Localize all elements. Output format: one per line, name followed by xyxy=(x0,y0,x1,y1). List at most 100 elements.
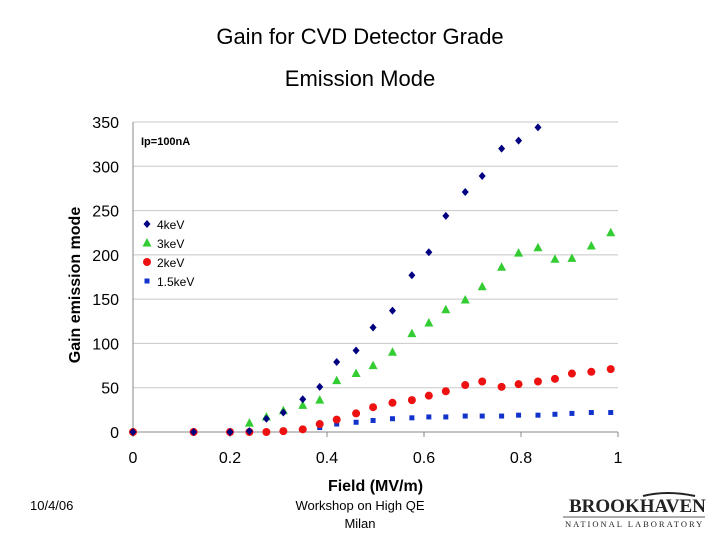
point-2kev xyxy=(279,427,288,436)
point-4kev xyxy=(425,248,433,257)
point-2kev xyxy=(514,380,523,389)
legend-label-3kev: 3keV xyxy=(157,237,184,251)
x-tick-label: 1 xyxy=(614,450,623,467)
legend-label-2kev: 2keV xyxy=(157,256,184,270)
point-2kev xyxy=(441,387,450,396)
point-4kev xyxy=(369,323,377,332)
y-tick-label: 50 xyxy=(101,381,119,398)
x-tick-label: 0 xyxy=(129,450,138,467)
point-1-5kev xyxy=(443,414,449,420)
point-4kev xyxy=(478,172,486,181)
chart-annotation: Ip=100nA xyxy=(141,136,190,148)
point-3kev xyxy=(514,248,524,257)
logo-main-text: BROOKHAVEN xyxy=(569,496,706,517)
legend-marker-4kev xyxy=(143,220,151,228)
slide-subtitle: Emission Mode xyxy=(284,66,436,91)
footer-venue-line2: Milan xyxy=(344,516,376,531)
point-3kev xyxy=(407,328,417,338)
x-tick-label: 0.4 xyxy=(316,450,338,467)
point-2kev xyxy=(478,377,487,386)
point-3kev xyxy=(332,375,342,385)
y-tick-label: 250 xyxy=(92,204,119,221)
y-tick-label: 300 xyxy=(92,159,119,176)
point-4kev xyxy=(515,136,523,145)
point-4kev xyxy=(333,358,341,367)
point-3kev xyxy=(533,242,543,252)
point-4kev xyxy=(534,123,542,132)
point-2kev xyxy=(533,377,542,386)
logo-arc-icon xyxy=(642,492,696,497)
x-axis-title: Field (MV/m) xyxy=(328,478,423,495)
point-2kev xyxy=(550,374,559,383)
point-1-5kev xyxy=(608,410,614,416)
point-4kev xyxy=(190,428,198,436)
point-4kev xyxy=(129,428,137,436)
point-2kev xyxy=(332,415,341,424)
point-1-5kev xyxy=(569,410,575,416)
point-2kev xyxy=(262,428,271,436)
point-3kev xyxy=(586,241,596,250)
point-3kev xyxy=(298,400,308,409)
x-tick-label: 0.8 xyxy=(510,450,532,467)
point-3kev xyxy=(351,368,361,378)
point-4kev xyxy=(226,428,234,436)
point-3kev xyxy=(497,262,507,271)
y-axis-title: Gain emission mode xyxy=(67,207,84,364)
point-1-5kev xyxy=(588,410,594,416)
legend-label-4kev: 4keV xyxy=(157,218,184,232)
point-2kev xyxy=(315,420,324,429)
footer-venue-line1: Workshop on High QE xyxy=(295,498,425,513)
point-4kev xyxy=(352,346,360,355)
brookhaven-logo: BROOKHAVEN NATIONAL LABORATORY xyxy=(563,492,706,529)
legend-marker-3kev xyxy=(142,238,152,247)
point-1-5kev xyxy=(516,412,522,418)
point-2kev xyxy=(497,382,506,391)
point-1-5kev xyxy=(535,412,541,418)
point-1-5kev xyxy=(409,415,415,421)
point-1-5kev xyxy=(499,413,505,419)
point-3kev xyxy=(368,360,378,370)
point-4kev xyxy=(316,382,324,391)
point-1-5kev xyxy=(479,413,485,419)
logo-sub-text: NATIONAL LABORATORY xyxy=(565,519,704,529)
point-4kev xyxy=(299,395,307,404)
point-3kev xyxy=(550,254,560,263)
point-1-5kev xyxy=(389,416,395,422)
point-1-5kev xyxy=(334,421,340,427)
point-3kev xyxy=(244,418,254,427)
point-4kev xyxy=(461,187,469,196)
point-2kev xyxy=(461,381,470,390)
slide-title: Gain for CVD Detector Grade xyxy=(216,24,504,49)
point-2kev xyxy=(407,396,416,405)
y-tick-label: 0 xyxy=(110,425,119,442)
point-4kev xyxy=(245,427,253,436)
point-3kev xyxy=(441,304,451,314)
point-3kev xyxy=(424,318,434,327)
point-3kev xyxy=(315,395,325,404)
point-3kev xyxy=(477,281,487,291)
point-2kev xyxy=(567,369,576,378)
point-1-5kev xyxy=(353,419,359,425)
y-tick-label: 100 xyxy=(92,336,119,353)
point-1-5kev xyxy=(426,414,432,420)
point-2kev xyxy=(587,367,596,376)
point-3kev xyxy=(606,227,616,237)
point-2kev xyxy=(606,365,615,374)
y-tick-label: 350 xyxy=(92,115,119,132)
point-4kev xyxy=(442,211,450,220)
point-2kev xyxy=(352,409,361,418)
legend-marker-1-5kev xyxy=(144,278,150,284)
point-4kev xyxy=(408,271,416,280)
point-4kev xyxy=(262,414,270,423)
point-1-5kev xyxy=(552,411,558,417)
point-4kev xyxy=(498,144,506,153)
point-4kev xyxy=(388,306,396,315)
x-tick-label: 0.6 xyxy=(413,450,435,467)
point-3kev xyxy=(460,295,470,304)
point-2kev xyxy=(369,403,378,412)
legend-marker-2kev xyxy=(143,258,151,266)
legend-label-1-5kev: 1.5keV xyxy=(157,275,194,289)
point-4kev xyxy=(279,408,287,417)
footer-venue: Workshop on High QE Milan xyxy=(270,497,450,533)
